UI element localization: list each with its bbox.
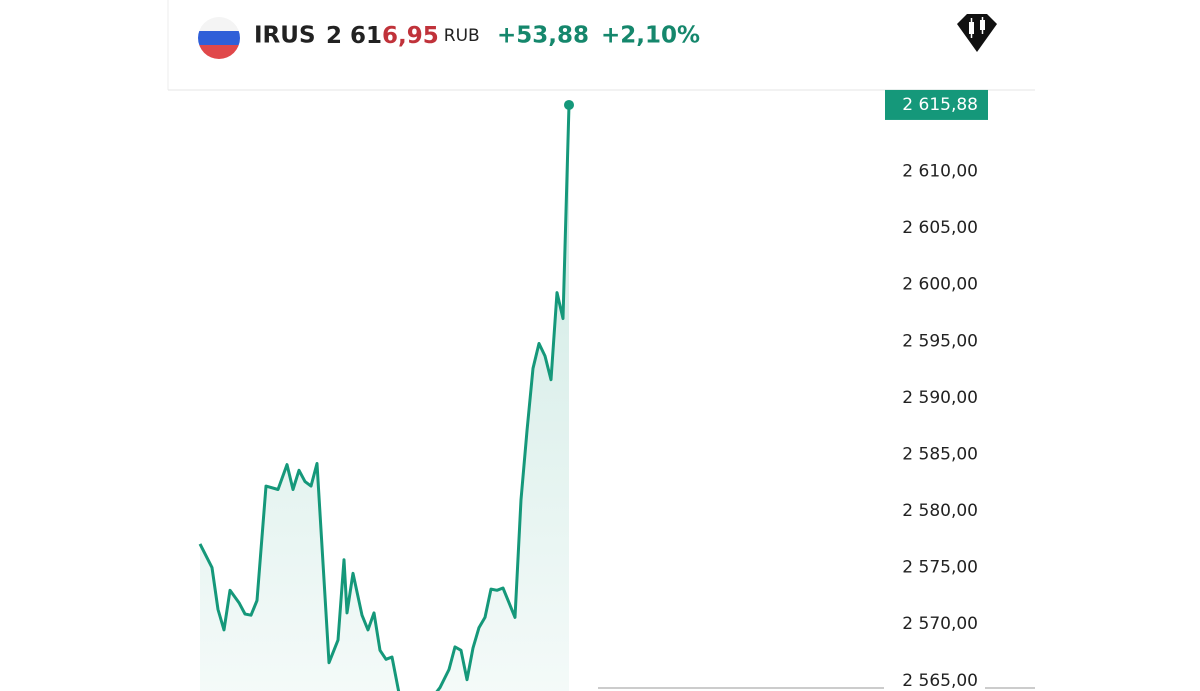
y-tick-label: 2 590,00 (902, 388, 978, 408)
y-tick-label: 2 610,00 (902, 161, 978, 181)
last-value-label: 2 615,88 (902, 95, 978, 115)
y-tick-label: 2 575,00 (902, 558, 978, 578)
y-tick-label: 2 595,00 (902, 331, 978, 351)
y-tick-label: 2 600,00 (902, 275, 978, 295)
currency: RUB (444, 26, 480, 46)
last-value-badge (885, 89, 988, 120)
y-tick-label: 2 580,00 (902, 501, 978, 521)
line (198, 104, 571, 691)
price-accent: 6,95 (382, 23, 439, 49)
ticker: IRUS (254, 23, 316, 49)
end-dot (564, 99, 574, 110)
y-tick-label: 2 565,00 (902, 671, 978, 691)
flag (198, 17, 240, 59)
chart-type-icon[interactable] (957, 14, 997, 52)
area (200, 104, 569, 691)
price-main: 2 61 (326, 23, 382, 49)
change-pct: +2,10% (601, 23, 700, 49)
plot (198, 104, 571, 691)
y-tick-label: 2 605,00 (902, 218, 978, 238)
change: +53,88 (497, 23, 589, 49)
y-tick-label: 2 585,00 (902, 444, 978, 464)
y-tick-label: 2 570,00 (902, 614, 978, 634)
price: 2 616,95 RUB (326, 23, 480, 49)
